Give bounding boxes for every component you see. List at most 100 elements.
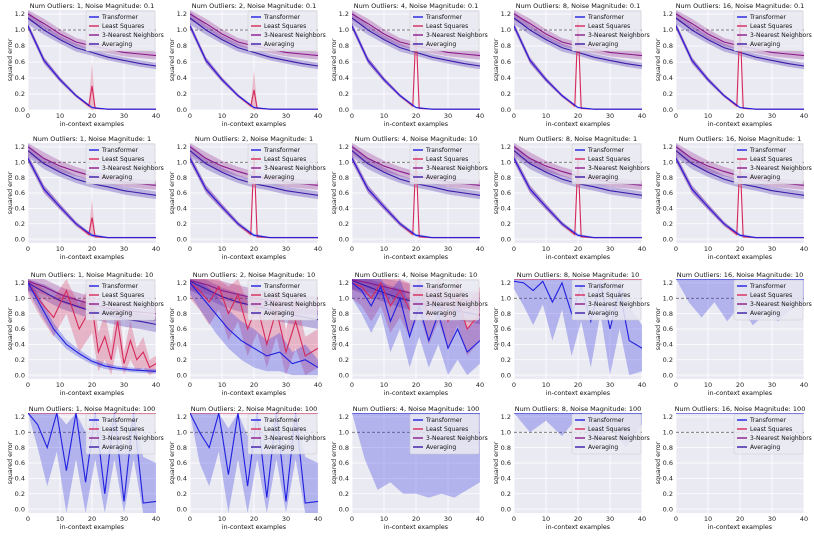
y-tick-label: 0.2 bbox=[177, 90, 187, 98]
y-tick-label: 0.2 bbox=[15, 490, 25, 498]
legend-label-averaging: Averaging bbox=[750, 444, 780, 451]
x-tick-label: 0 bbox=[512, 381, 516, 389]
averaging-band bbox=[28, 11, 156, 70]
y-tick-label: 0.4 bbox=[177, 475, 187, 483]
y-tick-label: 1.2 bbox=[177, 279, 187, 287]
legend-label-3-nearest-neighbors: 3-Nearest Neighbors bbox=[588, 301, 650, 308]
averaging-line bbox=[28, 17, 156, 67]
y-tick-label: 0.6 bbox=[177, 325, 187, 333]
y-tick-label: 0.6 bbox=[177, 189, 187, 197]
legend: Transformer Least Squares 3-Nearest Neighb… bbox=[409, 10, 488, 52]
x-tick-label: 10 bbox=[542, 381, 550, 389]
x-tick-label: 10 bbox=[704, 515, 712, 523]
x-tick-label: 20 bbox=[574, 112, 582, 120]
y-tick-label: 0.0 bbox=[663, 235, 673, 243]
x-tick-label: 40 bbox=[800, 112, 808, 120]
x-tick-label: 30 bbox=[606, 381, 614, 389]
y-tick-label: 0.6 bbox=[15, 58, 25, 66]
y-tick-label: 0.0 bbox=[339, 106, 349, 114]
y-tick-label: 1.2 bbox=[501, 279, 511, 287]
legend-label-transformer: Transformer bbox=[263, 14, 301, 21]
legend-label-transformer: Transformer bbox=[425, 283, 463, 290]
averaging-line bbox=[190, 17, 318, 67]
y-tick-label: 0.2 bbox=[15, 220, 25, 228]
least-squares-band bbox=[28, 154, 156, 239]
x-axis-label: in-context examples bbox=[384, 524, 448, 531]
y-tick-label: 0.2 bbox=[501, 90, 511, 98]
subplot-4-2: 0 10 20 30 40 0.0 0.2 0.4 0.6 0.8 1.0 1.2 Num Outlie… bbox=[169, 405, 326, 531]
y-tick-label: 0.8 bbox=[663, 444, 673, 452]
legend-frame bbox=[571, 143, 642, 185]
legend-label-least-squares: Least Squares bbox=[588, 426, 630, 433]
transformer-line bbox=[352, 282, 480, 354]
x-tick-label: 20 bbox=[412, 515, 420, 523]
x-axis-label: in-context examples bbox=[222, 524, 286, 531]
legend-label-averaging: Averaging bbox=[588, 310, 618, 317]
legend-frame bbox=[85, 143, 156, 185]
subplot-title: Num Outliers: 16, Noise Magnitude: 10 bbox=[677, 271, 804, 279]
averaging-line bbox=[676, 17, 804, 67]
y-tick-label: 0.6 bbox=[663, 459, 673, 467]
y-tick-label: 0.8 bbox=[501, 310, 511, 318]
y-tick-label: 1.0 bbox=[177, 428, 187, 436]
x-tick-label: 40 bbox=[152, 381, 160, 389]
x-axis-label: in-context examples bbox=[384, 390, 448, 397]
subplot-2-3: 0 10 20 30 40 0.0 0.2 0.4 0.6 0.8 1.0 1.2 Num Outlie… bbox=[331, 135, 488, 261]
y-tick-label: 0.0 bbox=[15, 235, 25, 243]
y-axis-label: squared error bbox=[169, 441, 176, 484]
subplot-1-1: 0 10 20 30 40 0.0 0.2 0.4 0.6 0.8 1.0 1.2 Num Outlie… bbox=[7, 2, 164, 128]
y-tick-label: 0.8 bbox=[663, 42, 673, 50]
legend-label-averaging: Averaging bbox=[426, 174, 456, 181]
y-tick-label: 0.4 bbox=[501, 74, 511, 82]
legend: Transformer Least Squares 3-Nearest Neighb… bbox=[733, 143, 812, 185]
y-tick-label: 0.6 bbox=[501, 325, 511, 333]
legend-label-averaging: Averaging bbox=[426, 41, 456, 48]
y-tick-label: 0.6 bbox=[15, 325, 25, 333]
subplot-4-4: 0 10 20 30 40 0.0 0.2 0.4 0.6 0.8 1.0 1.2 Num Outlie… bbox=[493, 405, 650, 531]
legend-label-least-squares: Least Squares bbox=[426, 23, 468, 30]
legend-label-least-squares: Least Squares bbox=[588, 292, 630, 299]
legend-label-least-squares: Least Squares bbox=[426, 156, 468, 163]
x-tick-label: 40 bbox=[638, 112, 646, 120]
legend-frame bbox=[409, 413, 480, 455]
y-tick-label: 0.2 bbox=[501, 356, 511, 364]
y-tick-label: 0.6 bbox=[339, 459, 349, 467]
x-axis-label: in-context examples bbox=[60, 254, 124, 261]
y-tick-label: 1.2 bbox=[339, 143, 349, 151]
y-tick-label: 1.0 bbox=[339, 158, 349, 166]
transformer-line bbox=[676, 158, 804, 239]
transformer-band bbox=[352, 154, 480, 239]
x-tick-label: 20 bbox=[574, 381, 582, 389]
y-tick-label: 0.8 bbox=[177, 444, 187, 452]
y-axis-label: squared error bbox=[655, 307, 662, 350]
legend-frame bbox=[85, 10, 156, 52]
x-tick-label: 0 bbox=[512, 112, 516, 120]
legend-label-averaging: Averaging bbox=[426, 444, 456, 451]
legend-label-3-nearest-neighbors: 3-Nearest Neighbors bbox=[102, 32, 164, 39]
least-squares-band bbox=[28, 22, 156, 110]
averaging-band bbox=[676, 11, 804, 70]
y-tick-label: 1.2 bbox=[15, 279, 25, 287]
y-tick-label: 0.6 bbox=[663, 189, 673, 197]
legend-label-least-squares: Least Squares bbox=[264, 156, 306, 163]
legend-label-least-squares: Least Squares bbox=[426, 426, 468, 433]
x-tick-label: 10 bbox=[704, 112, 712, 120]
x-tick-label: 30 bbox=[444, 245, 452, 253]
averaging-band bbox=[190, 11, 318, 70]
x-tick-label: 0 bbox=[26, 245, 30, 253]
transformer-band bbox=[28, 279, 156, 374]
x-tick-label: 40 bbox=[800, 515, 808, 523]
legend: Transformer Least Squares 3-Nearest Neighb… bbox=[571, 10, 650, 52]
legend: Transformer Least Squares 3-Nearest Neighb… bbox=[85, 413, 164, 455]
legend-frame bbox=[85, 279, 156, 321]
legend: Transformer Least Squares 3-Nearest Neighb… bbox=[409, 279, 488, 321]
legend-label-least-squares: Least Squares bbox=[264, 426, 306, 433]
subplot-1-3: 0 10 20 30 40 0.0 0.2 0.4 0.6 0.8 1.0 1.2 Num Outlie… bbox=[331, 2, 488, 128]
subplot-title: Num Outliers: 8, Noise Magnitude: 10 bbox=[517, 271, 639, 279]
transformer-line bbox=[514, 25, 642, 110]
y-tick-label: 0.4 bbox=[663, 341, 673, 349]
x-tick-label: 30 bbox=[444, 515, 452, 523]
legend-label-3-nearest-neighbors: 3-Nearest Neighbors bbox=[426, 32, 488, 39]
subplot-title: Num Outliers: 1, Noise Magnitude: 0.1 bbox=[30, 2, 154, 10]
